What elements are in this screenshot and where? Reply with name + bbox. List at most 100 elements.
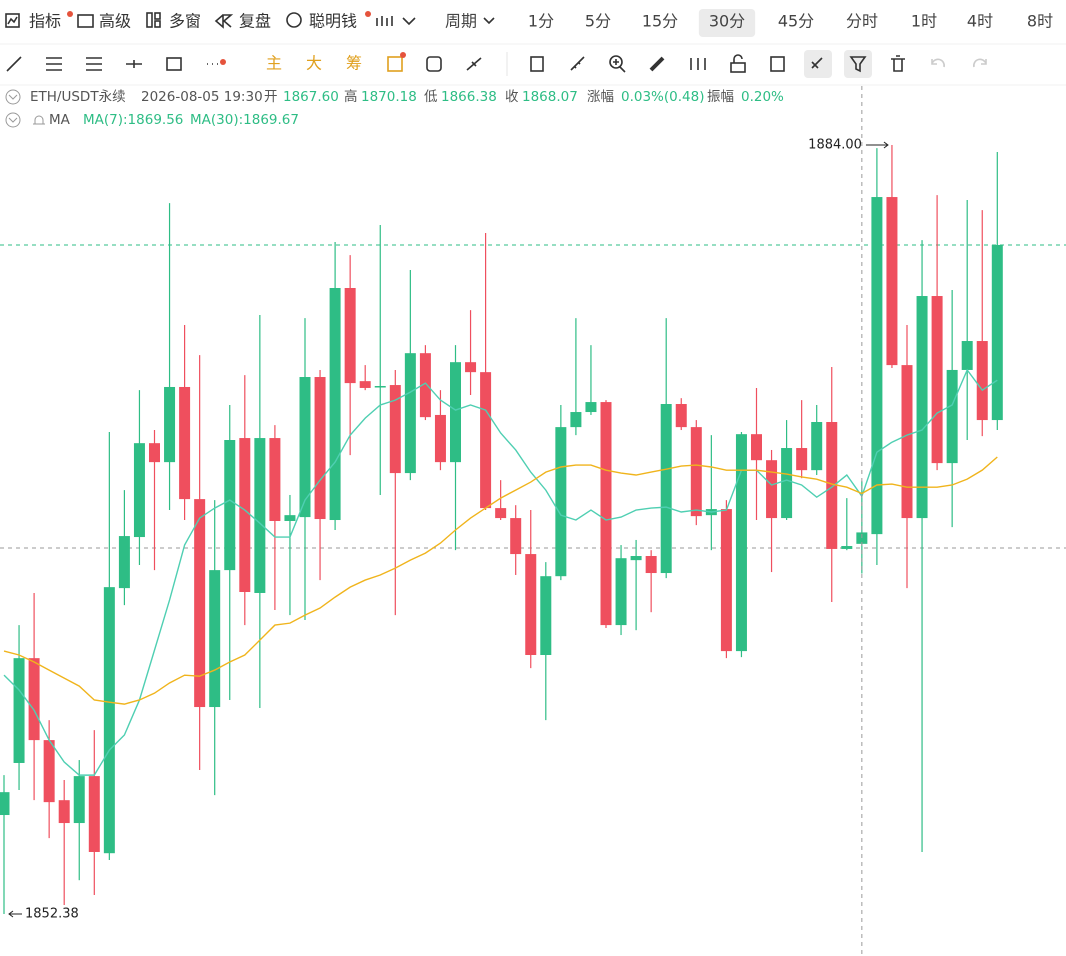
collapse[interactable] [5,89,21,105]
tool-levels[interactable] [86,57,102,71]
tool-undo[interactable] [931,58,945,68]
period[interactable]: 8时 [1027,12,1053,31]
drawing-toolbar: 主 大 筹 [6,50,987,78]
tool-large[interactable]: 大 [306,54,322,73]
badge [67,11,73,17]
candle-body [660,404,672,574]
tool-ruler[interactable] [570,56,585,71]
tool-gold[interactable] [387,56,403,72]
icon [733,54,743,63]
candle-body [269,438,281,521]
bell[interactable] [33,115,45,125]
low-arrow-head [8,910,14,918]
candle-body [314,377,326,520]
candle-body [254,438,266,593]
badge [400,52,406,58]
tool-eraser[interactable] [649,56,665,72]
info-bar: ETH/USDT永续 2026-08-05 19:30 开 1867.60 高 … [5,88,784,128]
tool-chips[interactable]: 筹 [346,54,362,73]
icon [146,12,153,28]
open: 1867.60 [283,89,339,105]
low: 1866.38 [441,89,497,105]
candle-body [871,197,883,535]
tool-redo[interactable] [973,58,987,68]
tool-multi-window[interactable]: 多窗 [169,12,201,31]
candle-body [224,440,236,571]
period[interactable]: 1时 [911,12,937,31]
candle-body [811,422,823,471]
tool-line[interactable] [6,56,22,72]
tool-smart-money[interactable]: 聪明钱 [309,12,357,31]
candle-body [841,546,853,549]
tool-magnet[interactable] [811,57,823,69]
candle-body [149,443,160,463]
candle-body [931,296,943,464]
candle-body [856,532,868,544]
tool-hline[interactable] [126,60,142,68]
icon [5,13,20,28]
period[interactable]: 分时 [846,12,878,31]
candle-body [976,341,988,421]
candle-body [720,509,732,652]
period[interactable]: 45分 [778,12,814,31]
candle-body [555,427,567,577]
candle-body [179,386,191,500]
candle-body [419,353,431,418]
tool-main[interactable]: 主 [266,54,282,73]
tool-filter-bg [844,50,872,78]
candle-body [133,443,145,538]
tool-sync[interactable] [426,56,442,72]
candle-body [991,244,1003,421]
high: 1870.18 [361,89,417,105]
tool-magnet-bg [804,50,832,78]
period[interactable]: 4时 [967,12,993,31]
icon [154,20,161,28]
period[interactable]: 30分 [709,12,745,31]
candle-body [284,515,296,521]
candle-body [404,353,416,474]
candle-body [73,776,85,824]
close: 1868.07 [522,89,578,105]
candle-body [209,570,221,708]
tool-zoom[interactable] [609,55,623,69]
period-menu[interactable]: 周期 [445,12,477,31]
collapse[interactable] [5,112,21,128]
tool-advanced[interactable]: 高级 [99,12,131,31]
period[interactable]: 15分 [642,12,678,31]
candle-body [434,414,446,463]
tool-indicator[interactable]: 指标 [29,12,61,31]
tool-filter[interactable] [849,56,867,73]
period[interactable]: 5分 [585,12,611,31]
candle-body [751,434,762,461]
candle-body [88,776,100,852]
tool-measure[interactable] [466,57,482,71]
amplitude: 0.20% [741,89,784,105]
tool-replay[interactable]: 复盘 [239,12,271,31]
time: 2026-08-05 19:30 [141,89,263,105]
plot: 1884.00 1852.38 [0,86,1066,956]
candle-body [28,658,40,741]
candle-body [585,402,597,413]
candle-body [615,558,627,626]
low-label: 1852.38 [25,907,79,922]
change: 0.03%(0.48) [621,89,704,105]
tool-delete[interactable] [891,55,905,72]
tool-lock[interactable] [730,62,746,73]
period[interactable]: 1分 [528,12,554,31]
candle-body [495,508,507,519]
candle-body [359,381,371,388]
open-label: 开 [264,89,278,105]
badge [220,59,226,65]
legend-entry: MA(30):1869.67 [190,112,299,128]
high-arrow-head [883,141,889,149]
tool-hide[interactable] [690,58,706,70]
tool-edit[interactable] [770,56,785,72]
tool-rect[interactable] [166,57,182,71]
tool-copy[interactable] [530,56,544,72]
badge [365,11,371,17]
candle-body [901,365,913,519]
icon [8,117,18,123]
tool-channel[interactable] [46,57,62,71]
candle-body [570,412,582,428]
candle-body [164,386,176,463]
